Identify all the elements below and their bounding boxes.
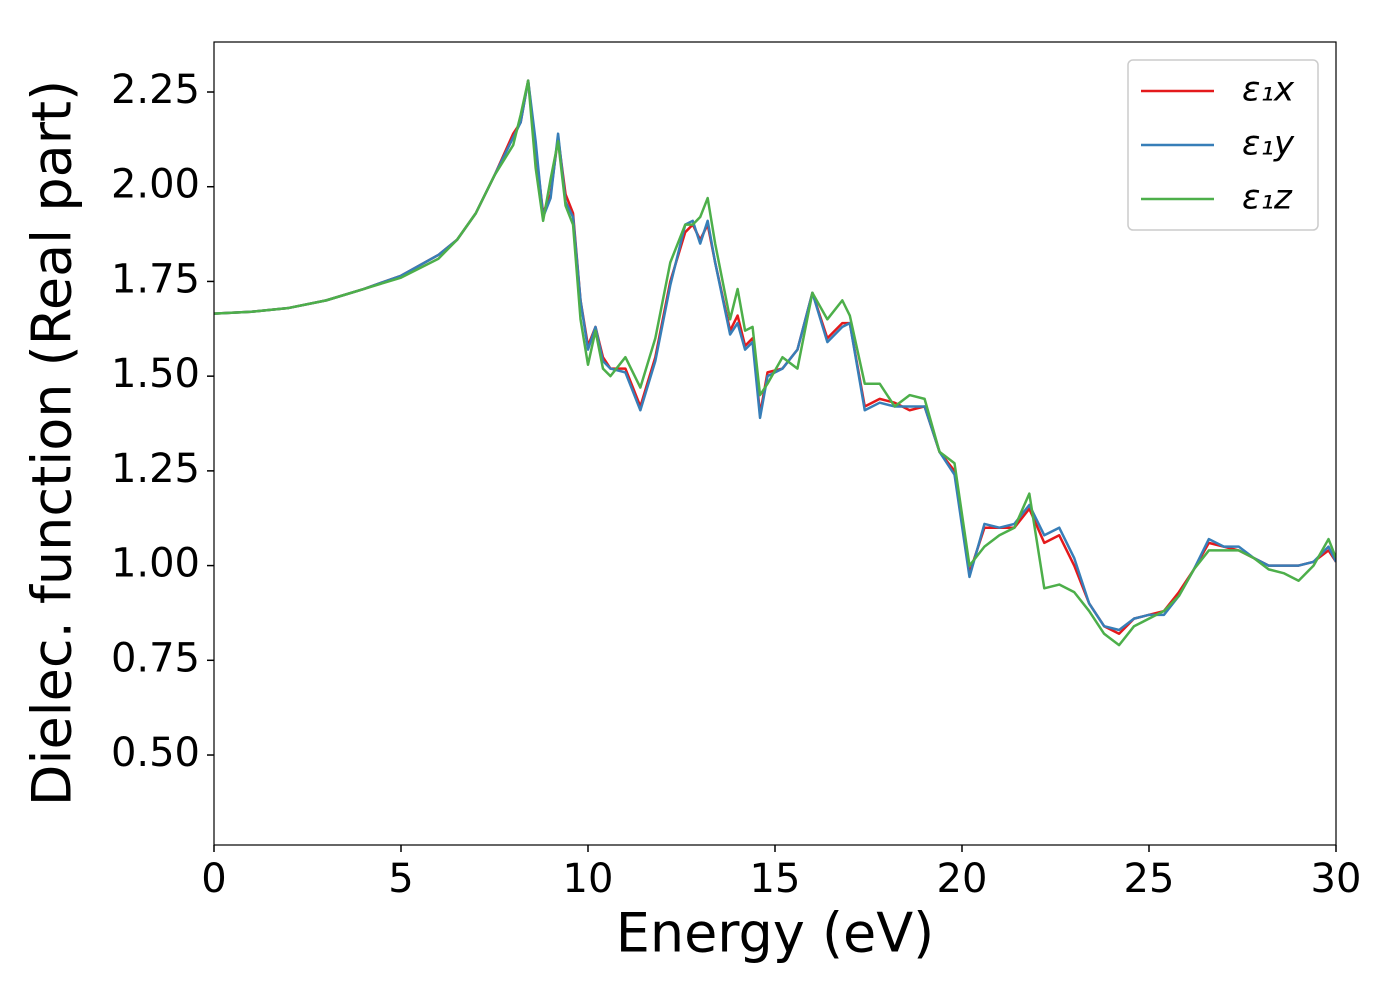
y-tick-label: 0.50: [111, 730, 200, 776]
y-tick-label: 2.25: [111, 67, 200, 113]
x-tick-label: 5: [388, 856, 413, 902]
y-tick-label: 1.75: [111, 256, 200, 302]
x-tick-label: 0: [201, 856, 226, 902]
legend-label: ε₁y: [1242, 124, 1295, 164]
legend-label: ε₁x: [1242, 70, 1295, 110]
plot-frame: [213, 41, 1337, 846]
legend-label: ε₁z: [1242, 178, 1293, 218]
y-tick-label: 1.50: [111, 351, 200, 397]
x-tick-label: 30: [1311, 856, 1362, 902]
y-tick-label: 0.75: [111, 635, 200, 681]
x-tick-label: 15: [750, 856, 801, 902]
y-tick-label: 1.00: [111, 541, 200, 587]
x-tick-label: 25: [1124, 856, 1175, 902]
line-series: [214, 79, 1336, 647]
y-tick-label: 2.00: [111, 162, 200, 208]
y-tick-label: 1.25: [111, 446, 200, 492]
legend-box: [1127, 59, 1319, 231]
x-tick-label: 10: [563, 856, 614, 902]
x-tick-label: 20: [937, 856, 988, 902]
x-axis-label: Energy (eV): [616, 902, 935, 965]
y-axis-label: Dielec. function (Real part): [21, 80, 84, 806]
